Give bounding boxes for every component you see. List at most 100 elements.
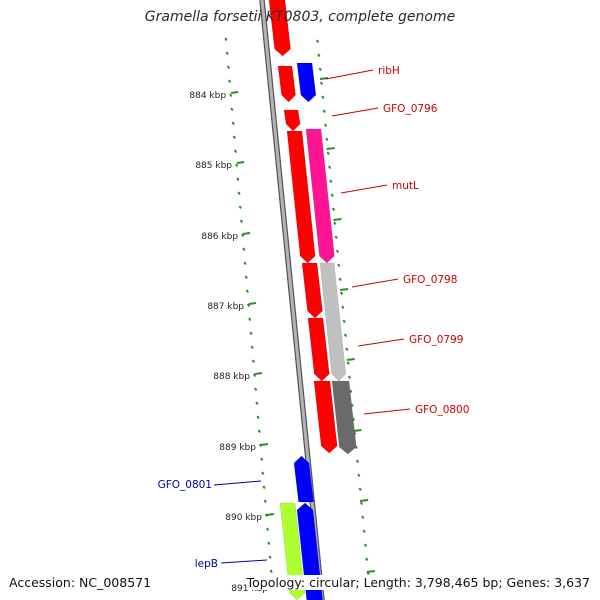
gene-label: GFO_0798	[403, 274, 457, 286]
ruler-tick-minor-left	[244, 275, 248, 280]
ruler-tick-minor-right	[355, 459, 360, 464]
ruler-tick-minor-left	[233, 149, 238, 154]
ruler-tick-minor-left	[260, 457, 264, 462]
ruler-tick-minor-left	[268, 555, 272, 560]
ruler-tick-minor-left	[232, 135, 236, 140]
ruler-tick-minor-right	[343, 333, 348, 338]
gene-leader-line	[351, 278, 399, 288]
gene-label: GFO_0799	[409, 334, 463, 346]
ruler-label: 885 kbp	[195, 161, 232, 171]
ruler-ticks	[224, 37, 375, 590]
ruler-tick-minor-right	[362, 529, 366, 534]
ruler-tick-minor-right	[337, 263, 341, 268]
label-leaders	[213, 69, 411, 564]
ruler-tick-minor-left	[230, 107, 234, 112]
ruler-tick-minor-left	[262, 485, 266, 490]
ruler-tick-minor-right	[365, 557, 369, 562]
ruler-tick-minor-left	[238, 205, 242, 210]
ruler-tick-major-right	[353, 429, 362, 432]
ruler-tick-minor-left	[235, 163, 239, 168]
ruler-tick-minor-left	[242, 247, 246, 252]
ruler-tick-minor-right	[358, 487, 362, 492]
gene-label: mutL	[392, 180, 419, 192]
ruler-tick-minor-right	[345, 347, 349, 352]
gene-features	[268, 0, 357, 600]
gene-leader-line	[220, 559, 268, 564]
ruler-tick-minor-right	[327, 165, 332, 170]
ruler-tick-minor-right	[331, 207, 336, 212]
ruler-tick-major-left	[242, 232, 251, 235]
gene-feature-GFO_0799	[307, 317, 330, 382]
ruler-tick-minor-left	[267, 541, 271, 546]
ruler-tick-minor-left	[256, 415, 260, 420]
genome-summary-text: Topology: circular; Length: 3,798,465 bp…	[246, 575, 590, 590]
ruler-tick-minor-right	[315, 39, 320, 44]
ruler-tick-minor-left	[249, 331, 253, 336]
ruler-labels: 884 kbp 885 kbp 886 kbp 887 kbp 888 kbp 889 k…	[189, 91, 268, 594]
ruler-tick-major-right	[326, 147, 335, 150]
ruler-tick-minor-left	[269, 569, 273, 574]
gene-feature-GFO_0798	[301, 262, 323, 319]
ruler-tick-minor-left	[246, 303, 251, 308]
gene-labels: ribH GFO_0796 mutL GFO_0798 GFO_0799 GFO_0800…	[158, 65, 470, 570]
ruler-tick-major-right	[319, 77, 329, 80]
ruler-tick-minor-left	[266, 527, 270, 532]
ruler-tick-minor-right	[350, 403, 354, 408]
ruler-tick-major-left	[260, 443, 269, 446]
gene-feature-GFO_0800	[313, 380, 338, 454]
gene-leader-line	[213, 480, 262, 486]
ruler-tick-minor-right	[342, 319, 346, 324]
ruler-tick-minor-left	[236, 177, 240, 182]
ruler-tick-minor-right	[347, 375, 352, 380]
ruler-tick-major-right	[359, 499, 369, 502]
gene-feature-red	[268, 0, 291, 57]
ruler-tick-minor-right	[334, 235, 338, 240]
ruler-tick-minor-right	[359, 501, 364, 506]
gene-leader-line	[325, 69, 374, 80]
ruler-tick-minor-right	[361, 515, 365, 520]
ruler-tick-minor-left	[243, 261, 247, 266]
ruler-tick-minor-left	[241, 233, 245, 238]
ruler-tick-major-right	[346, 358, 355, 361]
gene-label: ribH	[378, 65, 400, 77]
ruler-tick-minor-left	[255, 401, 259, 406]
ruler-label: 884 kbp	[189, 91, 226, 101]
gene-feature-pink	[305, 128, 335, 264]
ruler-tick-minor-left	[258, 443, 263, 448]
ruler-tick-minor-right	[317, 53, 321, 58]
ruler-tick-major-right	[339, 288, 349, 291]
ruler-tick-minor-right	[322, 109, 326, 114]
gene-leader-line	[340, 184, 388, 194]
ruler-tick-minor-right	[341, 305, 345, 310]
ruler-tick-minor-left	[225, 51, 229, 56]
gene-feature-mutL	[286, 130, 316, 264]
ruler-tick-minor-right	[333, 221, 337, 226]
ruler-tick-major-right	[366, 570, 375, 573]
ruler-tick-minor-right	[318, 67, 322, 72]
ruler-tick-minor-left	[224, 37, 228, 42]
ruler-tick-minor-right	[325, 137, 329, 142]
ruler-tick-minor-left	[261, 471, 265, 476]
ruler-tick-major-left	[248, 302, 257, 305]
ruler-tick-minor-right	[338, 277, 342, 282]
ruler-tick-minor-left	[264, 513, 269, 518]
gene-feature-GFO_0801	[293, 455, 314, 503]
ruler-tick-major-left	[254, 372, 263, 375]
ruler-tick-minor-right	[326, 151, 330, 156]
ruler-tick-minor-left	[226, 65, 230, 70]
ruler-tick-minor-left	[257, 429, 261, 434]
gene-leader-line	[331, 107, 379, 117]
gene-label: lepB	[195, 558, 218, 570]
ruler-tick-minor-left	[229, 93, 233, 98]
ruler-label: 888 kbp	[213, 372, 250, 382]
ruler-label: 890 kbp	[225, 513, 262, 523]
ruler-tick-minor-right	[339, 291, 344, 296]
ruler-tick-minor-right	[323, 123, 328, 128]
gene-feature-GFO_0796	[283, 109, 301, 132]
ruler-tick-minor-right	[330, 193, 334, 198]
ruler-tick-minor-right	[329, 179, 333, 184]
gene-label: GFO_0801	[158, 479, 212, 491]
ruler-tick-minor-left	[237, 191, 241, 196]
ruler-tick-minor-left	[263, 499, 267, 504]
